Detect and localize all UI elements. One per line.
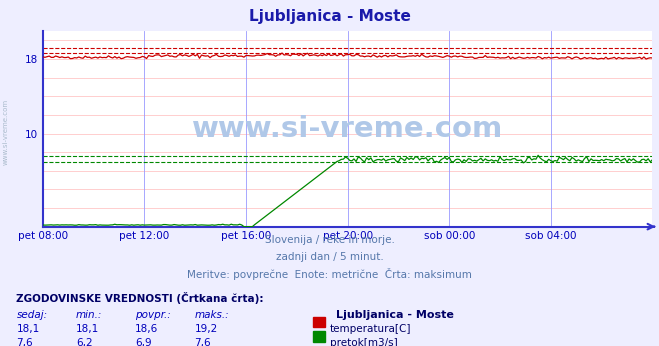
Text: Ljubljanica - Moste: Ljubljanica - Moste xyxy=(248,9,411,24)
Text: ZGODOVINSKE VREDNOSTI (Črtkana črta):: ZGODOVINSKE VREDNOSTI (Črtkana črta): xyxy=(16,292,264,304)
Text: zadnji dan / 5 minut.: zadnji dan / 5 minut. xyxy=(275,252,384,262)
Text: min.:: min.: xyxy=(76,310,102,320)
Text: 18,6: 18,6 xyxy=(135,324,158,334)
Text: 7,6: 7,6 xyxy=(194,338,211,346)
Text: 6,2: 6,2 xyxy=(76,338,92,346)
Text: 6,9: 6,9 xyxy=(135,338,152,346)
Text: pretok[m3/s]: pretok[m3/s] xyxy=(330,338,398,346)
Text: temperatura[C]: temperatura[C] xyxy=(330,324,412,334)
Text: Ljubljanica - Moste: Ljubljanica - Moste xyxy=(336,310,454,320)
Text: 18,1: 18,1 xyxy=(76,324,99,334)
Text: sedaj:: sedaj: xyxy=(16,310,47,320)
Text: 7,6: 7,6 xyxy=(16,338,33,346)
Text: maks.:: maks.: xyxy=(194,310,229,320)
Text: Slovenija / reke in morje.: Slovenija / reke in morje. xyxy=(264,235,395,245)
Text: 19,2: 19,2 xyxy=(194,324,217,334)
Text: 18,1: 18,1 xyxy=(16,324,40,334)
Text: Meritve: povprečne  Enote: metrične  Črta: maksimum: Meritve: povprečne Enote: metrične Črta:… xyxy=(187,268,472,281)
Text: www.si-vreme.com: www.si-vreme.com xyxy=(2,98,9,165)
Text: www.si-vreme.com: www.si-vreme.com xyxy=(192,115,503,143)
Text: povpr.:: povpr.: xyxy=(135,310,171,320)
